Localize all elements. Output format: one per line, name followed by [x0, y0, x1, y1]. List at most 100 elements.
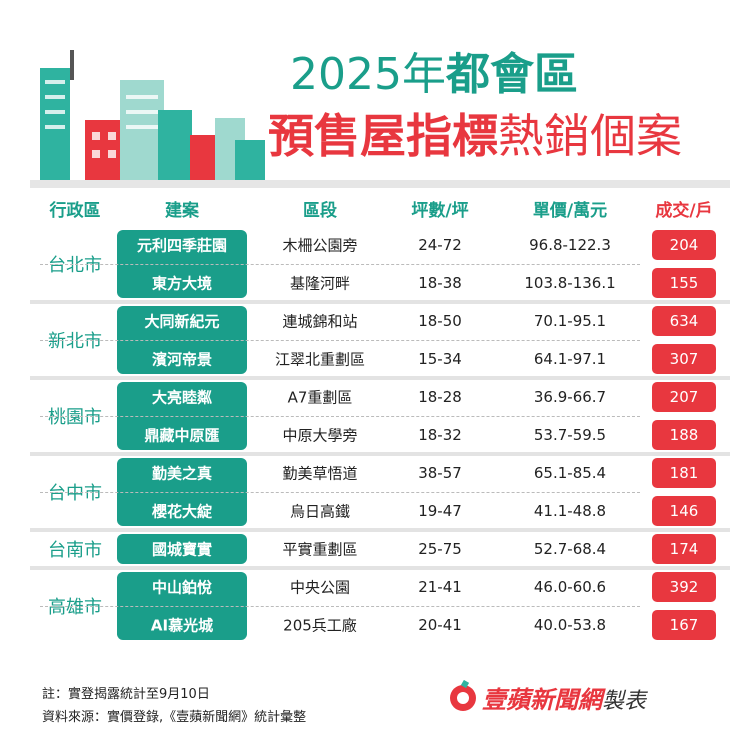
price: 96.8-122.3 [529, 236, 611, 254]
project: 中山鉑悅 [151, 578, 213, 597]
units: 188 [669, 426, 699, 444]
unit-box [652, 534, 716, 564]
project-box [117, 534, 247, 564]
project: 元利四季莊園 [136, 236, 228, 255]
price: 40.0-53.8 [533, 616, 607, 634]
units: 634 [669, 312, 699, 330]
brand: 壹蘋新聞網製表 [482, 680, 646, 715]
unit-box [652, 610, 716, 640]
units: 174 [669, 540, 699, 558]
source: 資料來源：實價登錄,《壹蘋新聞網》統計彙整 [42, 710, 307, 725]
area: 20-41 [418, 616, 462, 634]
area: 38-57 [418, 464, 462, 482]
area: 18-38 [418, 274, 462, 292]
section: 勤美草悟道 [282, 464, 358, 483]
column-header: 坪數/坪 [411, 201, 469, 221]
area: 24-72 [418, 236, 462, 254]
project: AI慕光城 [150, 616, 214, 635]
section: 平實重劃區 [282, 540, 358, 559]
price: 64.1-97.1 [533, 350, 607, 368]
column-header: 建案 [165, 201, 199, 221]
row-divider [40, 606, 640, 607]
project: 國城寶實 [151, 540, 213, 559]
area: 18-28 [418, 388, 462, 406]
group-separator [30, 452, 730, 456]
column-header: 成交/戶 [655, 201, 713, 221]
region: 新北市 [48, 331, 102, 352]
section: 烏日高鐵 [289, 502, 351, 521]
project: 大亮睦粼 [151, 388, 213, 407]
region: 高雄市 [48, 597, 102, 618]
unit-box [652, 458, 716, 488]
price: 52.7-68.4 [533, 540, 607, 558]
group-separator [30, 376, 730, 380]
unit-box [652, 496, 716, 526]
area: 18-32 [418, 426, 462, 444]
section: 木柵公園旁 [282, 236, 358, 255]
section: 連城錦和站 [282, 312, 358, 331]
units: 207 [669, 388, 699, 406]
region: 台北市 [48, 255, 102, 276]
column-header: 區段 [303, 201, 337, 221]
row-divider [40, 340, 640, 341]
section: 205兵工廠 [283, 616, 357, 635]
row-divider [40, 416, 640, 417]
price: 103.8-136.1 [524, 274, 616, 292]
price: 70.1-95.1 [533, 312, 607, 330]
title-line2: 預售屋指標熱銷個案 [268, 100, 682, 166]
group-separator [30, 300, 730, 304]
units: 181 [669, 464, 699, 482]
price: 53.7-59.5 [533, 426, 607, 444]
project: 勤美之真 [151, 464, 213, 483]
area: 19-47 [418, 502, 462, 520]
unit-box [652, 306, 716, 336]
group-separator [30, 566, 730, 570]
brand-logo [450, 680, 476, 711]
section: 基隆河畔 [289, 274, 351, 293]
row-divider [40, 492, 640, 493]
area: 18-50 [418, 312, 462, 330]
title-part: 都會區 [445, 49, 578, 100]
project: 大同新紀元 [144, 312, 220, 331]
section: 中央公園 [289, 578, 351, 597]
unit-box [652, 344, 716, 374]
units: 204 [669, 236, 699, 254]
units: 392 [669, 578, 699, 596]
brand-name: 壹蘋新聞網 [482, 686, 602, 714]
title-part: 預售屋指標 [268, 109, 498, 163]
project: 鼎藏中原匯 [144, 426, 220, 445]
column-header: 單價/萬元 [532, 201, 608, 221]
row-divider [40, 264, 640, 265]
price: 41.1-48.8 [533, 502, 607, 520]
unit-box [652, 382, 716, 412]
title-line1: 2025年都會區 [290, 38, 578, 102]
title-part: 熱銷個案 [498, 109, 682, 163]
region: 桃園市 [48, 407, 102, 428]
unit-box [652, 572, 716, 602]
project: 櫻花大綻 [151, 502, 213, 521]
column-header: 行政區 [49, 201, 101, 221]
price: 36.9-66.7 [533, 388, 607, 406]
units: 146 [669, 502, 699, 520]
area: 15-34 [418, 350, 462, 368]
price: 65.1-85.4 [533, 464, 607, 482]
price: 46.0-60.6 [533, 578, 607, 596]
section: A7重劃區 [287, 388, 353, 407]
unit-box [652, 268, 716, 298]
section: 中原大學旁 [282, 426, 358, 445]
region: 台中市 [48, 483, 102, 504]
group-separator [30, 528, 730, 532]
area: 21-41 [418, 578, 462, 596]
footnote: 註：實登揭露統計至9月10日 [42, 687, 210, 702]
project: 東方大境 [151, 274, 213, 293]
units: 307 [669, 350, 699, 368]
units: 167 [669, 616, 699, 634]
unit-box [652, 420, 716, 450]
title-part: 2025年 [290, 49, 446, 100]
region: 台南市 [48, 540, 102, 561]
units: 155 [669, 274, 699, 292]
unit-box [652, 230, 716, 260]
divider [30, 180, 730, 188]
section: 江翠北重劃區 [274, 350, 366, 369]
skyline-illustration [30, 50, 270, 185]
